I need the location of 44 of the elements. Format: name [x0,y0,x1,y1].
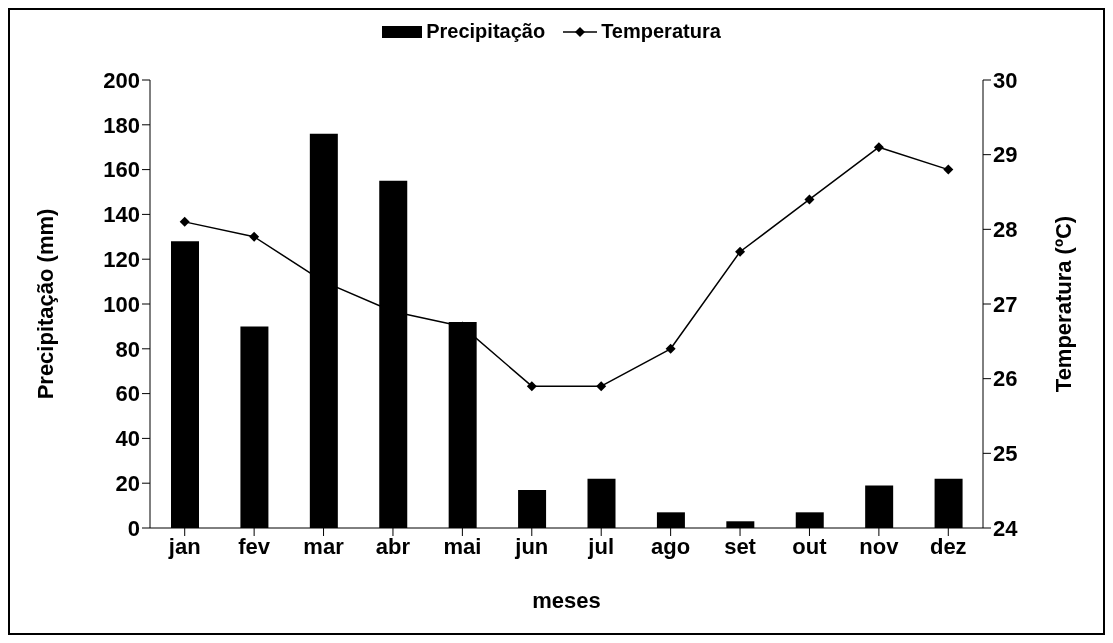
point [179,216,190,227]
y2-tick-label: 26 [993,366,1018,392]
y-tick-label: 60 [115,381,140,407]
point [873,142,884,153]
legend-label: Precipitação [426,20,546,43]
y-tick-label: 0 [127,515,140,541]
x-axis-title: meses [532,588,601,613]
legend-label: Temperatura [601,20,721,43]
point [735,246,746,257]
x-tick-label: jan [167,533,201,559]
point [665,343,676,354]
point [804,194,815,205]
x-tick-label: ago [651,533,691,559]
x-tick-label: out [792,533,828,559]
x-tick-label: set [724,533,757,559]
y-tick-label: 120 [103,247,140,273]
x-tick-label: jun [514,533,549,559]
point [249,231,260,242]
point [943,164,954,175]
y2-tick-label: 27 [993,291,1018,317]
y-tick-label: 160 [103,157,140,183]
x-tick-label: mai [443,533,482,559]
y-tick-label: 40 [115,426,140,452]
y-tick-label: 80 [115,336,140,362]
x-tick-label: dez [929,533,967,559]
y2-tick-label: 28 [993,217,1018,243]
x-tick-label: mar [303,533,345,559]
y-tick-label: 20 [115,471,140,497]
x-tick-label: nov [859,533,900,559]
x-tick-label: abr [375,533,411,559]
point [596,381,607,392]
y2-tick-label: 24 [993,515,1019,541]
x-tick-label: fev [238,533,271,559]
y2-tick-label: 25 [993,441,1018,467]
y-tick-label: 140 [103,202,140,228]
y2-tick-label: 30 [993,67,1018,93]
y2-tick-label: 29 [993,142,1018,168]
y2-axis-title: Temperatura (ºC) [1050,215,1076,393]
y-axis-title: Precipitação (mm) [32,208,58,400]
y-tick-label: 100 [103,291,140,317]
point [526,381,537,392]
y-tick-label: 180 [103,112,140,138]
x-tick-label: jul [587,533,615,559]
y-tick-label: 200 [103,67,140,93]
